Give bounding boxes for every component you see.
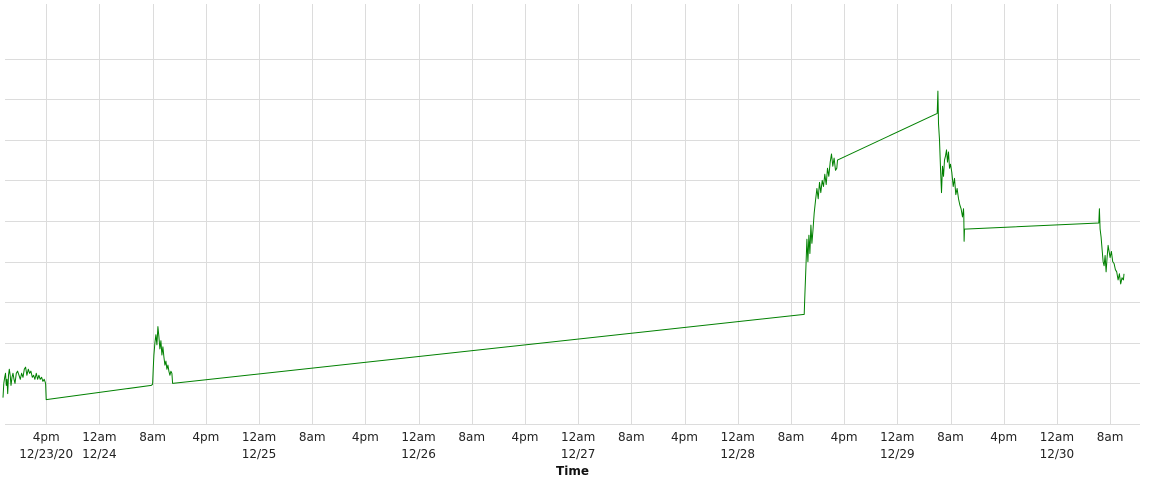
x-tick-label: 12am (242, 430, 276, 444)
x-axis-title: Time (556, 464, 589, 478)
x-tick-date-label: 12/28 (720, 447, 755, 461)
x-tick-label: 8am (139, 430, 166, 444)
x-tick-label: 12am (82, 430, 116, 444)
x-tick-date-label: 12/26 (401, 447, 436, 461)
x-tick-label: 4pm (192, 430, 219, 444)
x-tick-label: 8am (1097, 430, 1124, 444)
x-tick-label: 12am (401, 430, 435, 444)
x-tick-date-label: 12/27 (561, 447, 596, 461)
x-tick-label: 12am (721, 430, 755, 444)
x-tick-label: 4pm (831, 430, 858, 444)
grid (5, 4, 1140, 425)
x-axis-ticks: 4pm 12/23/20 12am 12/24 8am 4pm 12am 12/25 8am 4p… (19, 430, 1123, 461)
x-tick-label: 4pm (511, 430, 538, 444)
x-tick-label: 12am (1040, 430, 1074, 444)
x-tick-label: 8am (299, 430, 326, 444)
x-tick-label: 12am (880, 430, 914, 444)
x-tick-label: 8am (458, 430, 485, 444)
x-tick-date-label: 12/24 (82, 447, 117, 461)
x-tick-date-label: 12/30 (1040, 447, 1075, 461)
x-tick-date-label: 12/29 (880, 447, 915, 461)
x-tick-label: 8am (618, 430, 645, 444)
series-layer (2, 90, 1125, 401)
x-tick-date-label: 12/25 (242, 447, 277, 461)
x-tick-label: 4pm (352, 430, 379, 444)
x-tick-label: 8am (778, 430, 805, 444)
x-tick-label: 12am (561, 430, 595, 444)
x-tick-label: 4pm (33, 430, 60, 444)
x-tick-label: 4pm (671, 430, 698, 444)
series-line (2, 90, 1125, 401)
x-tick-label: 8am (937, 430, 964, 444)
x-tick-label: 4pm (990, 430, 1017, 444)
x-tick-date-label: 12/23/20 (19, 447, 73, 461)
